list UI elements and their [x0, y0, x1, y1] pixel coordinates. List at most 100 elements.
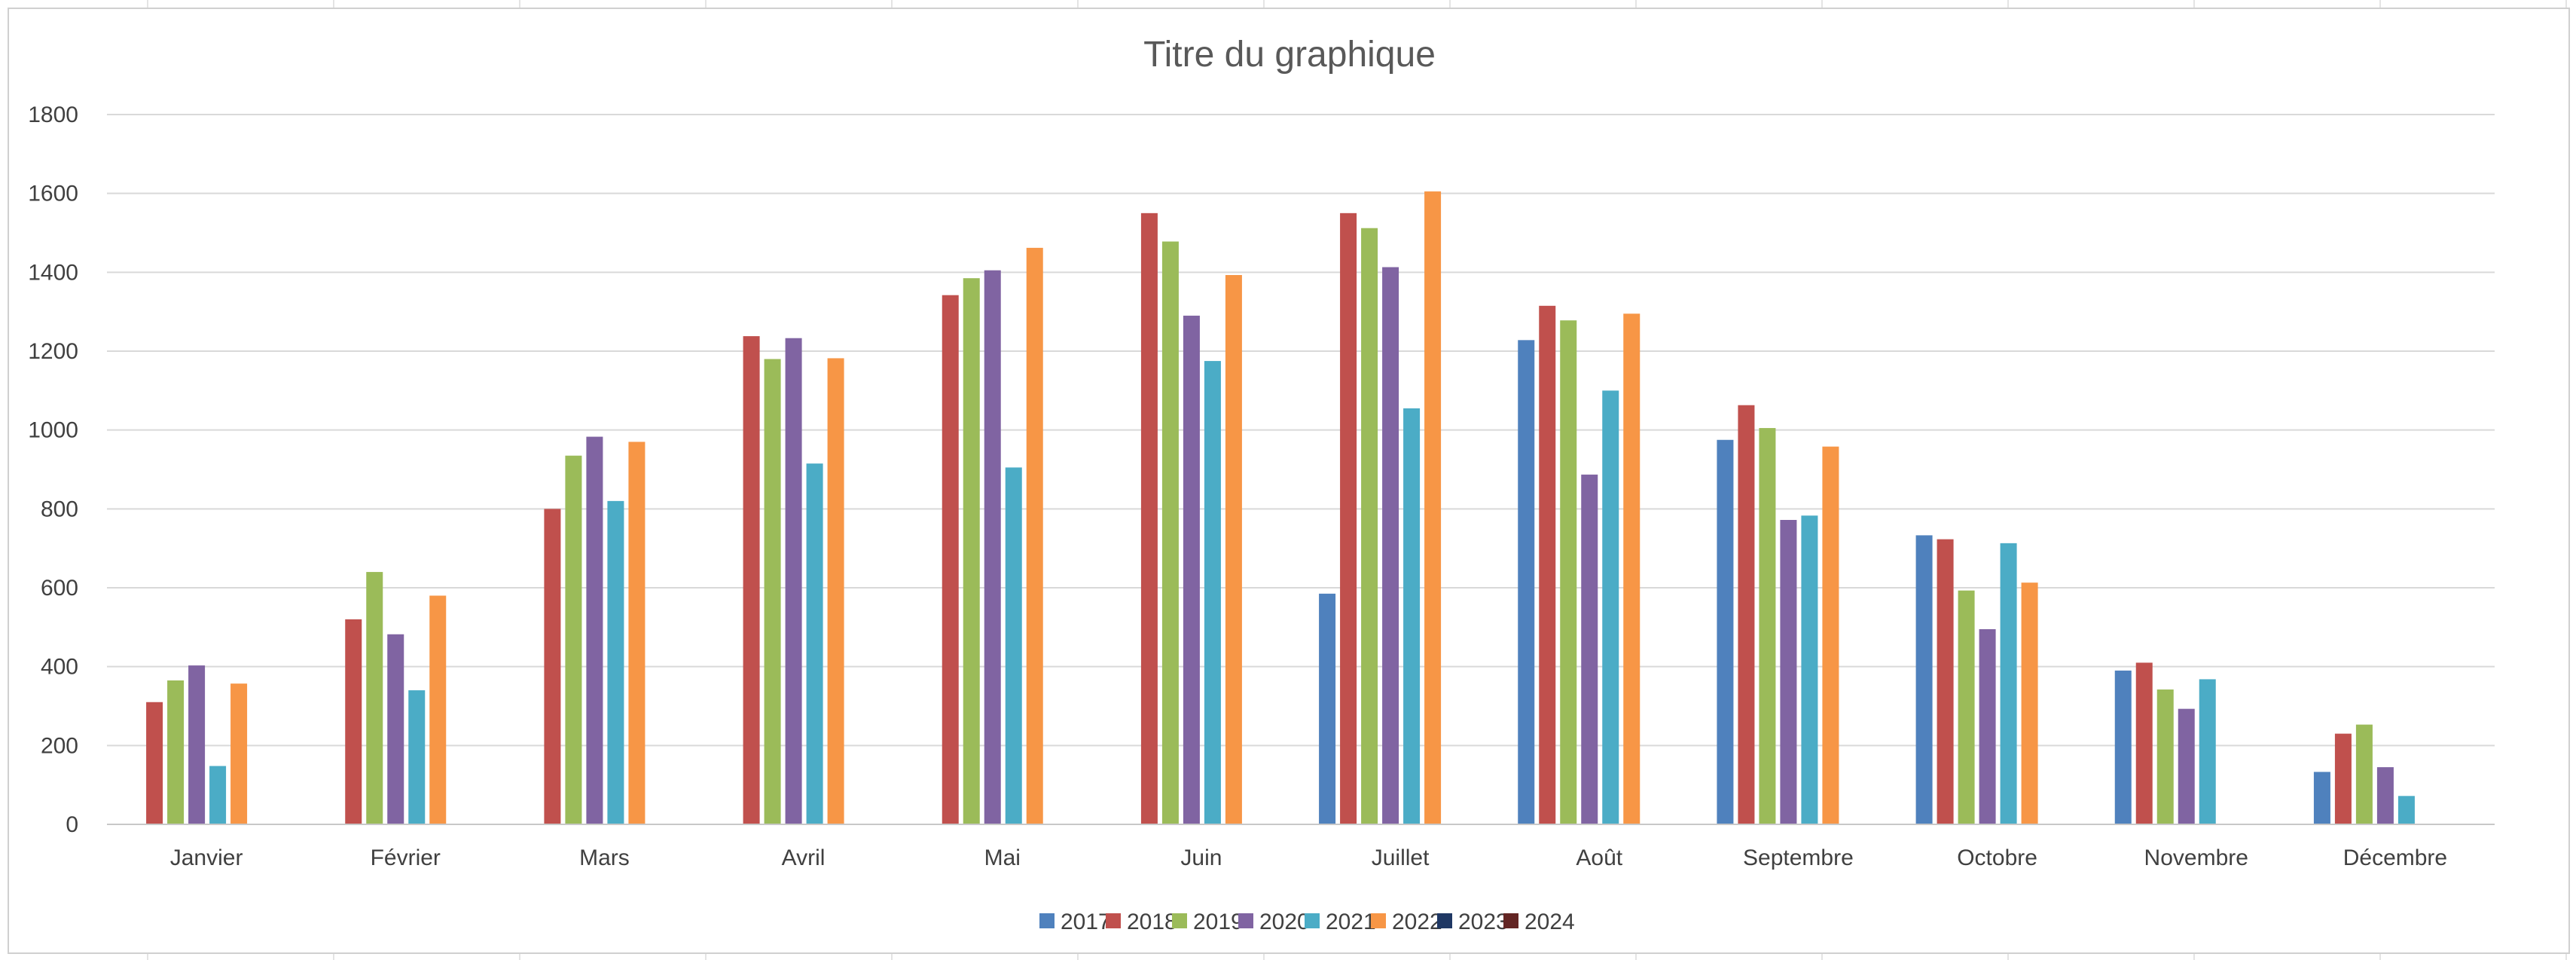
bar-2018 — [743, 336, 760, 824]
y-tick-label: 1000 — [28, 418, 78, 443]
legend-swatch — [1503, 913, 1518, 928]
legend-label: 2023 — [1458, 910, 1509, 934]
y-tick-label: 600 — [41, 576, 78, 601]
legend-label: 2018 — [1127, 910, 1177, 934]
bar-2022 — [628, 442, 646, 824]
bar-2018 — [2135, 662, 2153, 824]
x-tick-label: Mars — [579, 845, 630, 870]
bar-2019 — [366, 572, 383, 824]
chart-area[interactable]: Titre du graphique 0 200 400 600 800 1000 1200… — [8, 8, 2570, 954]
bar-2020 — [188, 665, 206, 824]
bar-2018 — [1937, 539, 1954, 824]
bar-2022 — [1623, 313, 1641, 824]
x-tick-label: Février — [371, 845, 441, 870]
bar-2018 — [1539, 305, 1556, 825]
x-axis-tick-labels: Janvier Février Mars Avril Mai Juin Juillet Aoû… — [170, 845, 2447, 870]
bar-2018 — [345, 619, 362, 824]
bar-2021 — [408, 690, 426, 824]
bar-2020 — [1979, 628, 1996, 824]
bar-2019 — [1560, 320, 1577, 824]
legend-item-2022[interactable]: 2022 — [1371, 910, 1442, 934]
bar-2018 — [146, 702, 163, 824]
x-tick-label: Septembre — [1743, 845, 1854, 870]
legend-swatch — [1305, 913, 1320, 928]
bar-2019 — [565, 455, 582, 824]
x-tick-label: Mai — [984, 845, 1021, 870]
chart-canvas: Titre du graphique 0 200 400 600 800 1000 1200… — [28, 35, 2495, 934]
bar-2020 — [586, 436, 603, 824]
bar-2017 — [1518, 340, 1535, 824]
legend-item-2019[interactable]: 2019 — [1172, 910, 1244, 934]
bar-2021 — [1403, 408, 1421, 824]
y-tick-label: 0 — [66, 812, 78, 837]
bars — [146, 191, 2415, 825]
bar-2020 — [1780, 519, 1797, 824]
bar-2021 — [1204, 361, 1221, 824]
bar-2022 — [2021, 582, 2038, 824]
legend-swatch — [1238, 913, 1253, 928]
x-tick-label: Décembre — [2343, 845, 2447, 870]
legend-item-2023[interactable]: 2023 — [1437, 910, 1509, 934]
bar-2019 — [963, 278, 980, 824]
bar-2020 — [1183, 315, 1200, 824]
x-tick-label: Août — [1576, 845, 1622, 870]
bar-2022 — [1822, 446, 1839, 824]
bar-2021 — [2397, 796, 2415, 824]
bar-2021 — [806, 463, 823, 824]
legend-item-2018[interactable]: 2018 — [1106, 910, 1177, 934]
bar-2018 — [1340, 212, 1357, 824]
bar-2021 — [1801, 515, 1818, 824]
y-tick-label: 1600 — [28, 182, 78, 206]
x-tick-label: Juillet — [1372, 845, 1430, 870]
bar-2020 — [2178, 708, 2195, 824]
bar-2022 — [827, 358, 844, 824]
legend[interactable]: 2017 2018 2019 2020 2021 2022 2023 2024 — [1039, 910, 1575, 934]
bar-2021 — [1005, 467, 1022, 824]
bar-2022 — [429, 595, 447, 824]
x-tick-label: Octobre — [1957, 845, 2037, 870]
bar-2019 — [764, 359, 781, 824]
bar-2017 — [2114, 670, 2132, 824]
y-tick-label: 1200 — [28, 339, 78, 364]
bar-2017 — [1717, 439, 1734, 824]
y-tick-label: 800 — [41, 497, 78, 521]
legend-item-2021[interactable]: 2021 — [1305, 910, 1376, 934]
legend-label: 2020 — [1259, 910, 1310, 934]
bar-2020 — [387, 634, 404, 824]
bar-2020 — [2376, 767, 2394, 824]
bar-2022 — [1424, 191, 1442, 825]
x-tick-label: Avril — [782, 845, 826, 870]
bar-2021 — [209, 766, 227, 824]
bar-2017 — [1915, 535, 1933, 824]
bar-2018 — [544, 509, 561, 824]
bar-2021 — [2000, 543, 2017, 824]
legend-swatch — [1039, 913, 1055, 928]
bar-2018 — [942, 295, 959, 825]
bar-2019 — [167, 680, 185, 824]
bar-2018 — [2334, 733, 2352, 824]
legend-swatch — [1371, 913, 1386, 928]
bar-2022 — [230, 683, 248, 824]
legend-item-2017[interactable]: 2017 — [1039, 910, 1111, 934]
legend-label: 2021 — [1326, 910, 1376, 934]
legend-item-2024[interactable]: 2024 — [1503, 910, 1575, 934]
bar-2017 — [1319, 593, 1336, 824]
bar-2020 — [785, 338, 802, 825]
legend-item-2020[interactable]: 2020 — [1238, 910, 1310, 934]
bar-2020 — [984, 270, 1001, 824]
bar-2019 — [2355, 724, 2373, 824]
legend-label: 2024 — [1525, 910, 1575, 934]
legend-swatch — [1172, 913, 1187, 928]
y-tick-label: 1400 — [28, 260, 78, 285]
legend-label: 2022 — [1392, 910, 1442, 934]
bar-2022 — [1026, 247, 1043, 824]
bar-2017 — [2313, 772, 2330, 824]
bar-2020 — [1581, 474, 1598, 824]
bar-2021 — [1602, 390, 1619, 824]
bar-2019 — [1161, 241, 1179, 825]
bar-2021 — [2199, 679, 2216, 824]
bar-2018 — [1738, 405, 1755, 824]
gridlines — [107, 114, 2495, 747]
legend-swatch — [1106, 913, 1121, 928]
bar-2019 — [2156, 689, 2174, 824]
